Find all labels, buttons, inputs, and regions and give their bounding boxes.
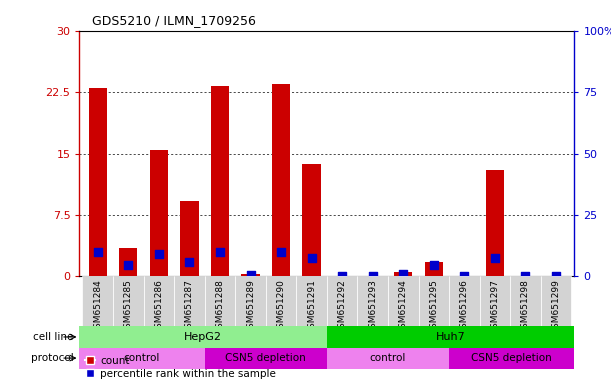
Bar — [205, 348, 327, 369]
Bar — [302, 164, 321, 276]
FancyBboxPatch shape — [82, 276, 113, 326]
Point — [185, 259, 194, 265]
FancyBboxPatch shape — [388, 276, 419, 326]
FancyBboxPatch shape — [113, 276, 144, 326]
Legend: count, percentile rank within the sample: count, percentile rank within the sample — [85, 356, 276, 379]
FancyBboxPatch shape — [205, 276, 235, 326]
Point — [521, 273, 530, 280]
Point — [368, 273, 378, 280]
Bar — [449, 348, 574, 369]
Bar — [486, 170, 504, 276]
Point — [93, 249, 103, 255]
Bar — [180, 201, 199, 276]
Text: GSM651288: GSM651288 — [216, 279, 224, 334]
Point — [154, 251, 164, 257]
FancyBboxPatch shape — [357, 276, 388, 326]
Point — [337, 273, 347, 280]
Bar — [327, 348, 449, 369]
Text: GSM651284: GSM651284 — [93, 279, 102, 334]
Bar — [79, 326, 327, 348]
Point — [307, 255, 316, 261]
Bar — [89, 88, 107, 276]
Bar — [119, 248, 137, 276]
FancyBboxPatch shape — [327, 276, 357, 326]
Text: Huh7: Huh7 — [436, 332, 466, 342]
FancyBboxPatch shape — [235, 276, 266, 326]
Text: GSM651295: GSM651295 — [430, 279, 438, 334]
Text: GSM651296: GSM651296 — [460, 279, 469, 334]
Text: GSM651286: GSM651286 — [155, 279, 163, 334]
Text: GSM651291: GSM651291 — [307, 279, 316, 334]
Text: CSN5 depletion: CSN5 depletion — [225, 353, 306, 363]
Bar — [79, 348, 205, 369]
Text: GSM651285: GSM651285 — [124, 279, 133, 334]
Point — [123, 262, 133, 268]
FancyBboxPatch shape — [510, 276, 541, 326]
Text: GSM651298: GSM651298 — [521, 279, 530, 334]
Point — [215, 249, 225, 255]
Point — [398, 271, 408, 277]
Text: GSM651287: GSM651287 — [185, 279, 194, 334]
FancyBboxPatch shape — [541, 276, 571, 326]
Text: cell line: cell line — [33, 332, 73, 342]
Text: GSM651297: GSM651297 — [491, 279, 499, 334]
FancyBboxPatch shape — [480, 276, 510, 326]
FancyBboxPatch shape — [144, 276, 174, 326]
Text: GSM651290: GSM651290 — [277, 279, 285, 334]
Text: CSN5 depletion: CSN5 depletion — [471, 353, 552, 363]
Point — [551, 273, 561, 280]
FancyBboxPatch shape — [266, 276, 296, 326]
Bar — [272, 84, 290, 276]
Text: GSM651294: GSM651294 — [399, 279, 408, 334]
Bar — [327, 326, 574, 348]
Text: GSM651292: GSM651292 — [338, 279, 346, 334]
Text: GSM651293: GSM651293 — [368, 279, 377, 334]
Bar — [394, 272, 412, 276]
Point — [246, 272, 255, 278]
Point — [459, 273, 469, 280]
Bar — [150, 149, 168, 276]
FancyBboxPatch shape — [174, 276, 205, 326]
Bar — [425, 262, 443, 276]
Point — [429, 262, 439, 268]
Text: GSM651299: GSM651299 — [552, 279, 560, 334]
Text: HepG2: HepG2 — [184, 332, 222, 342]
FancyBboxPatch shape — [449, 276, 480, 326]
FancyBboxPatch shape — [296, 276, 327, 326]
Point — [490, 255, 500, 261]
Text: GSM651289: GSM651289 — [246, 279, 255, 334]
Bar — [211, 86, 229, 276]
Text: GDS5210 / ILMN_1709256: GDS5210 / ILMN_1709256 — [92, 14, 255, 27]
Text: control: control — [124, 353, 160, 363]
Bar — [241, 274, 260, 276]
FancyBboxPatch shape — [419, 276, 449, 326]
Point — [276, 249, 286, 255]
Text: protocol: protocol — [31, 353, 73, 363]
Text: control: control — [370, 353, 406, 363]
